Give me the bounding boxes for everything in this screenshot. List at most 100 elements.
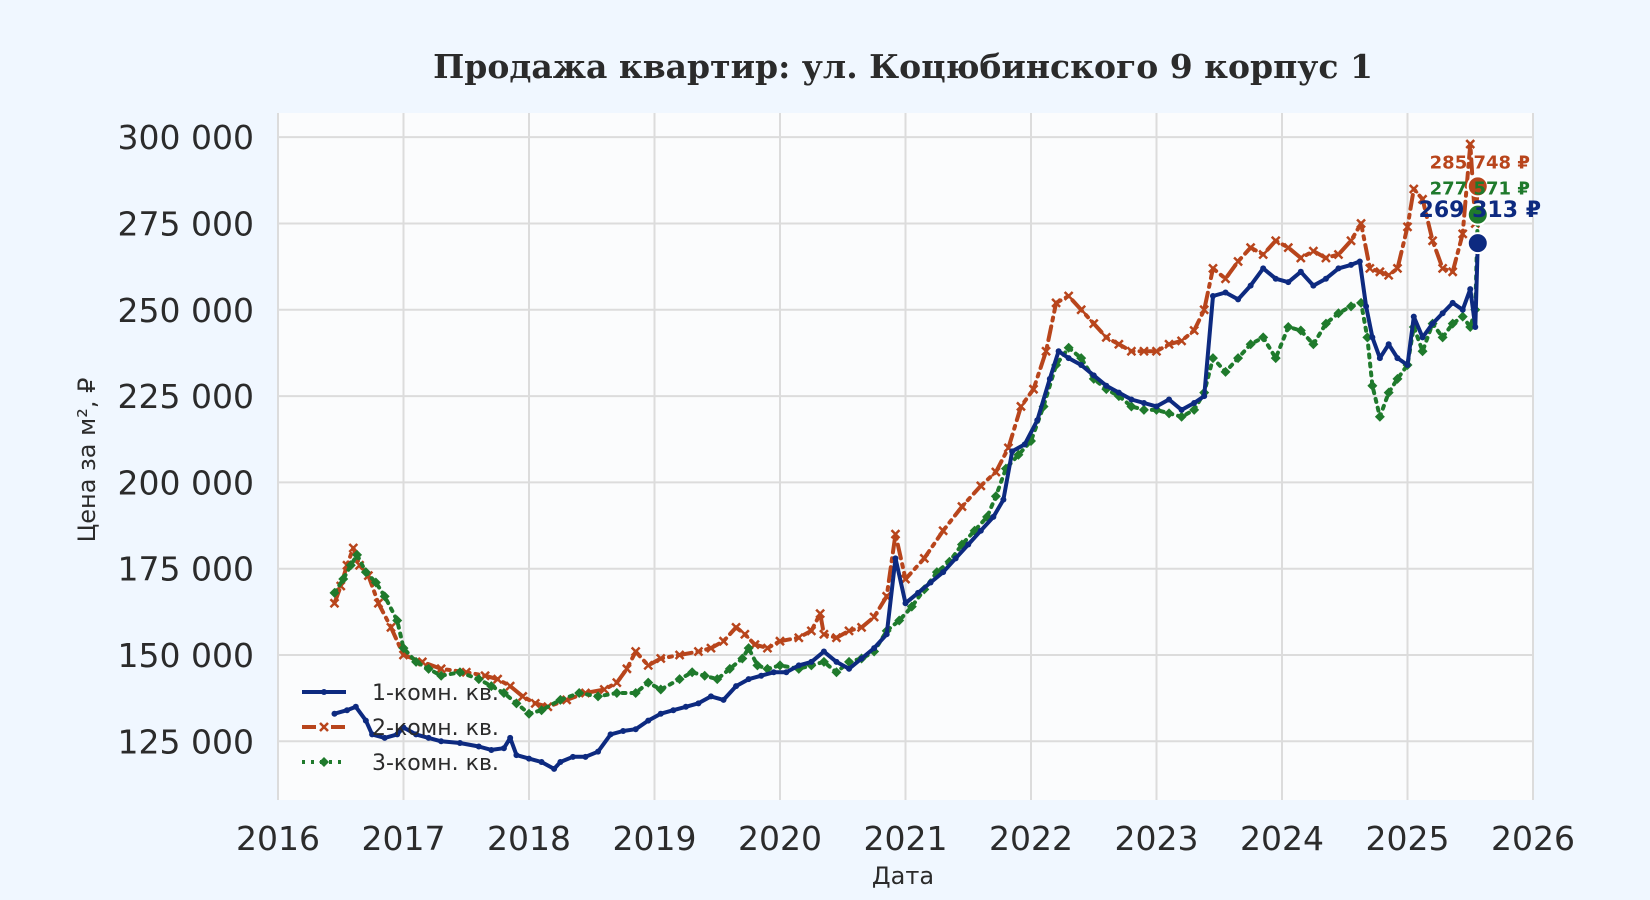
data-point-x bbox=[674, 650, 685, 660]
data-point-x bbox=[1126, 346, 1137, 357]
data-point-x bbox=[599, 684, 610, 695]
data-point-x bbox=[815, 608, 826, 619]
data-point-dot bbox=[1000, 496, 1007, 503]
data-point-dot bbox=[1369, 334, 1376, 341]
y-tick-label: 275 000 bbox=[118, 204, 254, 243]
data-point-x bbox=[1427, 235, 1438, 246]
data-point-dot bbox=[1404, 362, 1411, 369]
data-point-dot bbox=[720, 696, 727, 703]
data-point-diamond bbox=[1258, 332, 1269, 343]
data-point-dot bbox=[331, 710, 338, 717]
x-tick-label: 2026 bbox=[1491, 819, 1575, 858]
legend-label: 2-комн. кв. bbox=[372, 716, 499, 741]
data-point-dot bbox=[977, 527, 984, 534]
data-point-x bbox=[1189, 325, 1200, 336]
data-point-dot bbox=[1153, 403, 1160, 410]
x-tick-label: 2022 bbox=[989, 819, 1073, 858]
data-point-dot bbox=[927, 579, 934, 586]
data-point-x bbox=[1356, 218, 1366, 229]
data-point-diamond bbox=[906, 601, 917, 612]
data-point-x bbox=[373, 598, 384, 609]
data-point-x bbox=[1151, 346, 1162, 357]
data-point-x bbox=[1208, 263, 1218, 274]
data-point-x bbox=[622, 663, 632, 674]
data-point-dot bbox=[1297, 268, 1304, 275]
data-point-x bbox=[1028, 384, 1039, 395]
data-point-x bbox=[386, 622, 396, 633]
data-point-diamond bbox=[990, 491, 1001, 502]
data-point-x bbox=[1408, 184, 1419, 194]
data-point-x bbox=[1176, 335, 1187, 346]
data-point-dot bbox=[1310, 282, 1317, 289]
legend: 1-комн. кв. 2-комн. кв. 3-комн. кв. bbox=[302, 681, 499, 776]
data-point-diamond bbox=[1392, 373, 1403, 384]
data-point-dot bbox=[456, 740, 463, 747]
data-point-dot bbox=[1235, 296, 1242, 303]
data-point-diamond bbox=[1283, 322, 1294, 333]
data-point-diamond bbox=[1465, 322, 1476, 333]
data-point-diamond bbox=[1164, 408, 1175, 419]
data-point-dot bbox=[381, 734, 388, 741]
data-point-dot bbox=[1140, 399, 1147, 406]
data-point-diamond bbox=[352, 549, 363, 560]
data-point-diamond bbox=[818, 656, 829, 667]
data-point-dot bbox=[632, 726, 639, 733]
tick-labels: 2016 2017 2018 2019 2020 2021 2022 2023 2024 2025… bbox=[118, 118, 1575, 858]
data-point-diamond bbox=[454, 667, 465, 678]
data-point-x bbox=[706, 643, 716, 653]
data-point-x bbox=[731, 622, 741, 633]
data-point-dot bbox=[670, 707, 677, 714]
data-point-x bbox=[1076, 304, 1087, 315]
y-tick-label: 300 000 bbox=[118, 118, 254, 157]
data-point-dot bbox=[321, 689, 327, 695]
data-point-dot bbox=[538, 759, 545, 766]
data-point-diamond bbox=[611, 687, 622, 698]
data-point-dot bbox=[1419, 334, 1426, 341]
data-point-dot bbox=[507, 734, 514, 741]
data-point-dot bbox=[940, 569, 947, 576]
data-point-x bbox=[1457, 228, 1468, 239]
data-point-dot bbox=[745, 676, 752, 683]
data-point-diamond bbox=[1374, 411, 1385, 422]
data-point-dot bbox=[362, 717, 369, 724]
data-point-dot bbox=[413, 731, 420, 738]
data-point-diamond bbox=[473, 674, 484, 685]
data-point-dot bbox=[1449, 299, 1456, 306]
series-2 bbox=[329, 139, 1483, 712]
data-point-dot bbox=[965, 541, 972, 548]
legend-item: 3-комн. кв. bbox=[302, 751, 499, 776]
data-point-x bbox=[1333, 249, 1344, 260]
data-point-dot bbox=[820, 648, 827, 655]
data-point-dot bbox=[1065, 355, 1072, 362]
data-point-x bbox=[329, 598, 340, 609]
data-point-x bbox=[1063, 291, 1074, 301]
data-point-x bbox=[762, 643, 773, 653]
data-point-x bbox=[643, 660, 654, 671]
data-point-dot bbox=[795, 662, 802, 669]
legend-item: 2-комн. кв. bbox=[302, 716, 499, 741]
data-point-dot bbox=[1055, 348, 1062, 355]
data-point-diamond bbox=[1346, 301, 1357, 312]
data-point-dot bbox=[707, 693, 714, 700]
data-point-diamond bbox=[1063, 342, 1074, 353]
data-point-dot bbox=[1247, 282, 1254, 289]
data-point-dot bbox=[1078, 362, 1085, 369]
data-point-diamond bbox=[1245, 339, 1256, 350]
data-point-x bbox=[890, 529, 901, 540]
data-point-diamond bbox=[894, 615, 905, 626]
data-point-dot bbox=[1178, 406, 1185, 413]
data-point-diamond bbox=[1320, 318, 1331, 329]
data-point-x bbox=[1139, 346, 1149, 357]
data-point-dot bbox=[1103, 382, 1110, 389]
data-point-x bbox=[505, 681, 516, 691]
data-point-dot bbox=[990, 513, 997, 520]
data-point-dot bbox=[1046, 375, 1053, 382]
data-point-x bbox=[1258, 249, 1269, 260]
data-point-x bbox=[1392, 263, 1403, 274]
data-point-diamond bbox=[574, 687, 585, 698]
data-point-dot bbox=[569, 753, 576, 760]
data-point-dot bbox=[1363, 303, 1370, 310]
data-point-x bbox=[1199, 304, 1210, 315]
series-line bbox=[332, 212, 1480, 716]
data-point-dot bbox=[1166, 396, 1173, 403]
